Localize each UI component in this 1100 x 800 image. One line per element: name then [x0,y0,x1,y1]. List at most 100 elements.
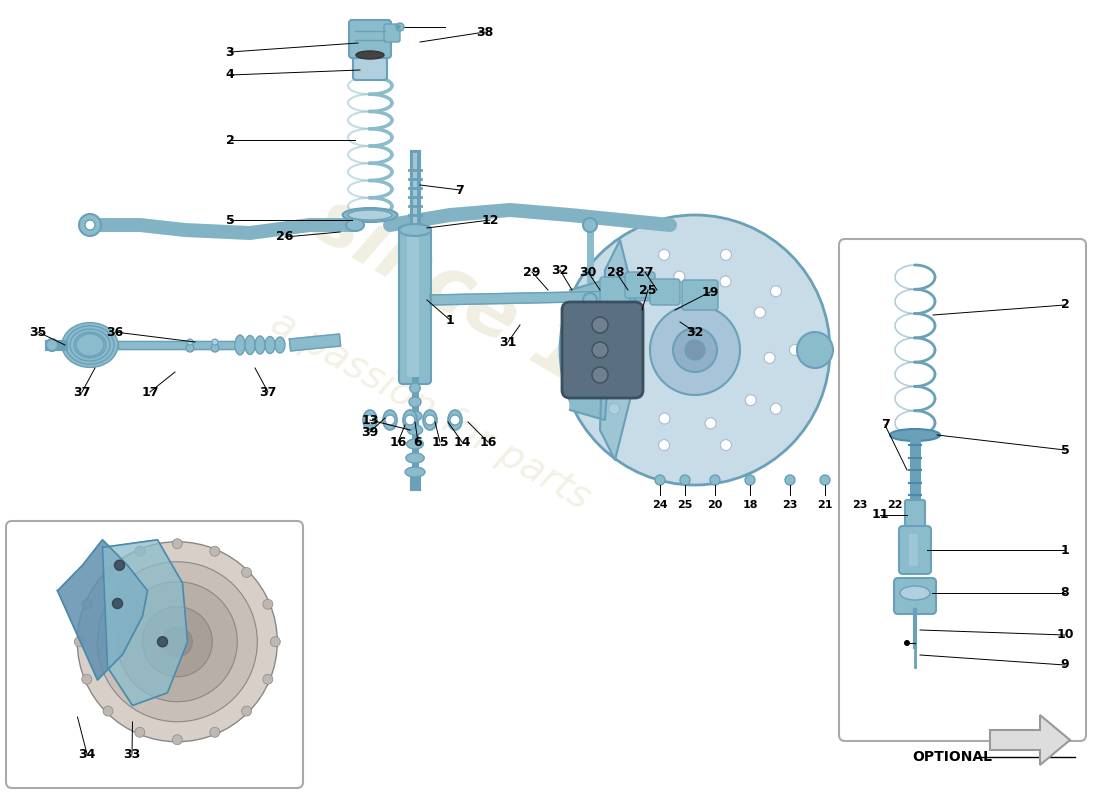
FancyBboxPatch shape [353,52,387,80]
Circle shape [659,413,670,424]
Text: 27: 27 [636,266,653,278]
Text: 19: 19 [702,286,718,298]
Circle shape [85,220,95,230]
Circle shape [79,214,101,236]
Circle shape [396,25,400,29]
Text: 17: 17 [141,386,158,398]
Ellipse shape [363,410,377,430]
Ellipse shape [407,439,424,449]
Text: 30: 30 [580,266,596,278]
Text: 1: 1 [1060,543,1069,557]
Circle shape [592,367,608,383]
Text: 13: 13 [361,414,378,426]
Circle shape [583,293,597,307]
Ellipse shape [346,219,364,231]
Ellipse shape [74,332,106,358]
Circle shape [720,440,732,450]
Text: 9: 9 [1060,658,1069,671]
Text: 5: 5 [1060,443,1069,457]
Polygon shape [57,540,147,680]
Circle shape [103,706,113,716]
Text: 25: 25 [639,283,657,297]
Circle shape [798,332,833,368]
Circle shape [211,344,219,352]
Circle shape [135,546,145,556]
Circle shape [112,598,122,609]
Circle shape [685,340,705,360]
Circle shape [705,418,716,429]
Circle shape [210,727,220,738]
Circle shape [271,637,281,646]
Text: 5: 5 [226,214,234,226]
Text: 12: 12 [482,214,498,226]
Text: 37: 37 [74,386,90,398]
Circle shape [242,706,252,716]
Ellipse shape [275,337,285,353]
Circle shape [560,215,830,485]
Circle shape [608,403,619,414]
Text: 29: 29 [524,266,541,278]
Circle shape [186,344,194,352]
Circle shape [785,475,795,485]
Ellipse shape [342,208,397,222]
Circle shape [263,674,273,684]
Circle shape [173,734,183,745]
Circle shape [608,286,619,297]
Circle shape [163,626,192,657]
Ellipse shape [399,224,431,236]
Ellipse shape [62,322,118,367]
Circle shape [385,415,395,425]
Ellipse shape [356,51,384,59]
Ellipse shape [410,383,420,393]
Circle shape [904,640,910,646]
Circle shape [634,294,645,306]
Text: 15: 15 [431,435,449,449]
Text: OPTIONAL: OPTIONAL [913,750,992,764]
Circle shape [103,567,113,578]
Circle shape [135,727,145,738]
FancyBboxPatch shape [600,277,630,303]
FancyBboxPatch shape [349,20,390,58]
Text: 33: 33 [123,747,141,761]
Ellipse shape [900,586,930,600]
Circle shape [650,305,740,395]
Circle shape [405,415,415,425]
Text: 8: 8 [1060,586,1069,599]
Circle shape [745,475,755,485]
FancyBboxPatch shape [384,24,400,42]
Circle shape [263,599,273,610]
Text: 1: 1 [446,314,454,326]
Ellipse shape [76,334,104,356]
Circle shape [674,271,685,282]
Circle shape [570,325,620,375]
Text: 18: 18 [742,500,758,510]
FancyBboxPatch shape [894,578,936,614]
Text: 34: 34 [78,747,96,761]
Text: 31: 31 [499,335,517,349]
Circle shape [770,403,781,414]
Circle shape [790,345,801,355]
Ellipse shape [407,425,422,435]
FancyBboxPatch shape [650,279,680,305]
Circle shape [654,475,666,485]
Text: 7: 7 [455,183,464,197]
Text: 20: 20 [707,500,723,510]
Circle shape [720,250,732,260]
Circle shape [97,562,257,722]
FancyBboxPatch shape [899,526,931,574]
Circle shape [242,567,252,578]
Circle shape [365,415,375,425]
Text: 21: 21 [817,500,833,510]
Ellipse shape [235,335,245,355]
Circle shape [592,317,608,333]
Text: 22: 22 [888,500,903,510]
Circle shape [210,546,220,556]
Ellipse shape [70,329,110,361]
Text: 26: 26 [276,230,294,243]
Circle shape [583,218,597,232]
FancyBboxPatch shape [682,280,718,310]
Circle shape [157,637,167,646]
Circle shape [77,542,277,742]
Circle shape [396,23,404,31]
Text: since 1985: since 1985 [301,182,738,478]
